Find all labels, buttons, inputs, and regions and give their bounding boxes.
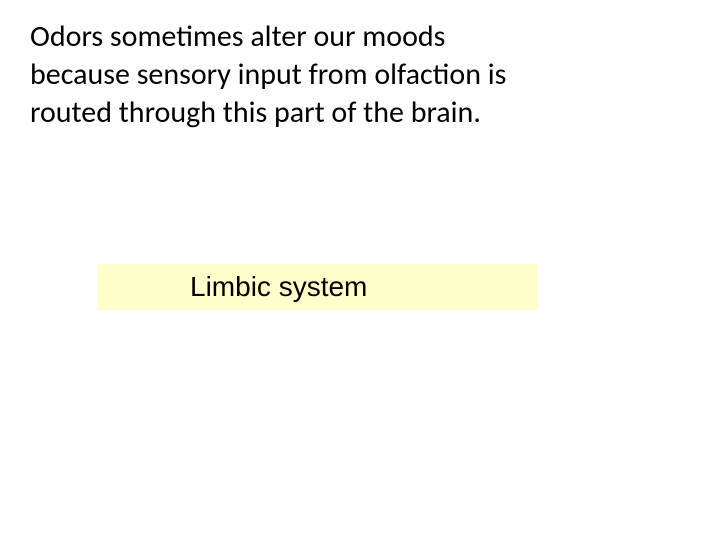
answer-text: Limbic system: [190, 271, 367, 303]
question-text: Odors sometimes alter our moods because …: [30, 18, 550, 132]
answer-box: Limbic system: [98, 264, 538, 310]
